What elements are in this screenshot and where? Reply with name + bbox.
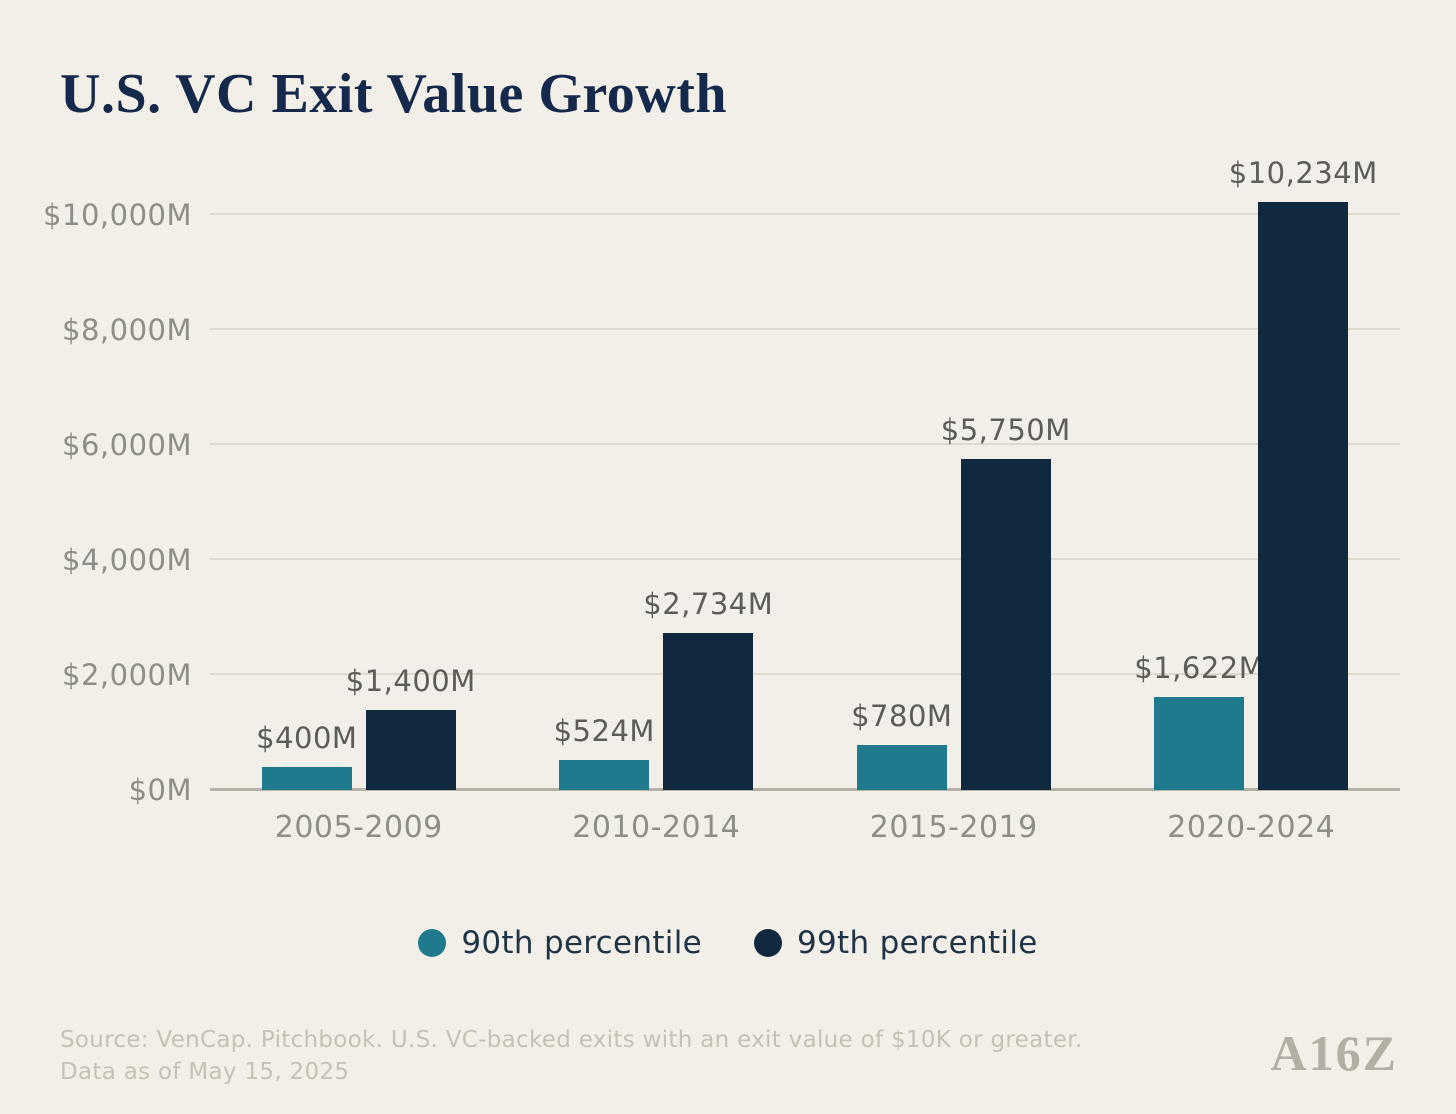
y-tick-label: $4,000M: [62, 543, 192, 577]
legend-dot-icon: [754, 929, 782, 957]
y-tick-label: $0M: [128, 773, 192, 807]
gridline: [210, 558, 1400, 560]
gridline: [210, 328, 1400, 330]
legend: 90th percentile 99th percentile: [0, 925, 1456, 961]
legend-dot-icon: [418, 929, 447, 957]
source-line-1: Source: VenCap. Pitchbook. U.S. VC-backe…: [60, 1027, 1083, 1053]
plot-area: $0M $2,000M $4,000M $6,000M $8,000M $10,000M …: [43, 156, 1401, 845]
bar-value-label: $5,750M: [940, 413, 1071, 448]
x-tick-label: 2015-2019: [869, 810, 1038, 845]
source-line-2: Data as of May 15, 2025: [60, 1059, 350, 1085]
y-tick-label: $6,000M: [62, 428, 192, 462]
bar-99th-percentile: $1,400M: [346, 664, 475, 790]
bar-value-label: $10,234M: [1228, 155, 1378, 190]
bar-value-label: $400M: [256, 721, 358, 755]
bar-group: $400M $1,400M: [210, 190, 508, 790]
bar-value-label: $1,622M: [1134, 650, 1265, 685]
bar-group: $780M $5,750M: [805, 190, 1103, 790]
bar-group: $1,622M $10,234M: [1103, 156, 1401, 790]
source-note: Source: VenCap. Pitchbook. U.S. VC-backe…: [60, 1024, 1083, 1088]
y-tick-label: $10,000M: [43, 198, 192, 232]
y-tick-label: $8,000M: [62, 313, 192, 347]
x-axis-baseline: [210, 788, 1400, 791]
bar-90th-percentile: $400M: [256, 721, 357, 790]
gridline: [210, 213, 1400, 215]
bar-value-label: $780M: [851, 699, 953, 734]
gridline: [210, 443, 1400, 445]
bar-value-label: $2,734M: [643, 586, 774, 621]
x-tick-label: 2020-2024: [1167, 810, 1336, 845]
bar-99th-percentile: $5,750M: [941, 413, 1070, 790]
legend-label: 99th percentile: [797, 925, 1038, 961]
bar-group: $524M $2,734M: [508, 190, 806, 790]
a16z-logo: A16Z: [1270, 1025, 1398, 1081]
bar-90th-percentile: $780M: [851, 699, 952, 790]
gridline: [210, 673, 1400, 675]
legend-item-90th-percentile: 90th percentile: [418, 925, 702, 961]
legend-label: 90th percentile: [461, 925, 702, 961]
bar-value-label: $1,400M: [345, 663, 476, 698]
bar-value-label: $524M: [553, 713, 655, 748]
bar-99th-percentile: $10,234M: [1229, 156, 1377, 790]
chart-title: U.S. VC Exit Value Growth: [60, 63, 727, 125]
bar-90th-percentile: $1,622M: [1134, 651, 1264, 790]
legend-item-99th-percentile: 99th percentile: [754, 925, 1038, 961]
bar-groups: $400M $1,400M $524M $2,734M $780M $5,750M $1,6…: [210, 156, 1401, 790]
bar-90th-percentile: $524M: [554, 714, 654, 790]
bar-99th-percentile: $2,734M: [643, 587, 773, 790]
x-axis-labels: 2005-2009 2010-2014 2015-2019 2020-2024: [210, 810, 1400, 845]
x-tick-label: 2010-2014: [572, 810, 741, 845]
x-tick-label: 2005-2009: [274, 810, 443, 845]
y-tick-label: $2,000M: [62, 658, 192, 692]
